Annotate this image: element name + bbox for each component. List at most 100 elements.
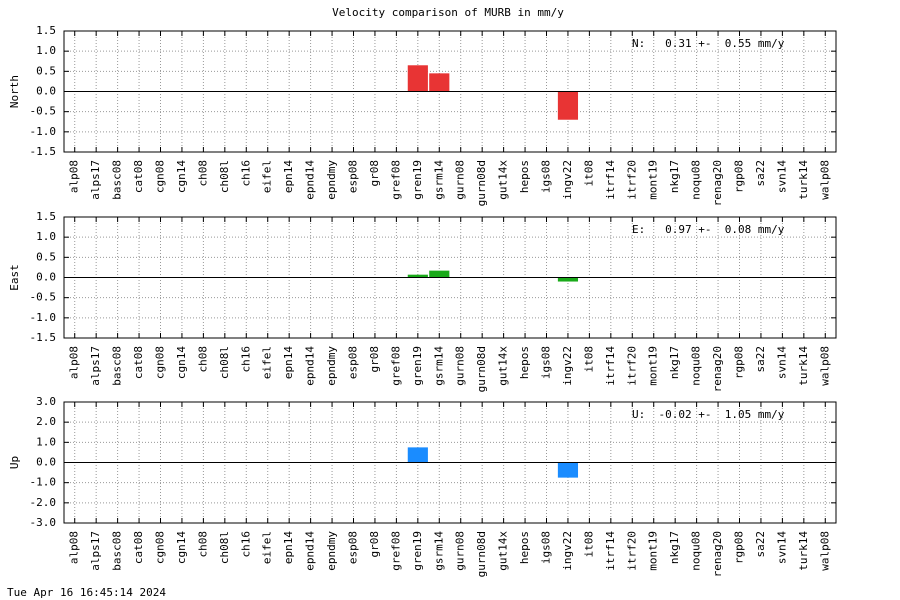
x-tick-label: gurn08d — [475, 531, 488, 577]
x-tick-label: igs08 — [540, 346, 553, 379]
x-tick-label: alps17 — [89, 346, 102, 386]
x-tick-label: esp08 — [347, 531, 360, 564]
x-tick-label: epndmy — [325, 346, 338, 386]
x-tick-label: noqu08 — [690, 160, 703, 200]
x-tick-label: gr08 — [368, 531, 381, 558]
x-tick-label: itrf20 — [625, 160, 638, 200]
x-tick-label: ch08l — [218, 531, 231, 564]
x-tick-label: cgn14 — [175, 531, 188, 564]
x-tick-label: turk14 — [797, 531, 810, 571]
x-tick-label: epndmy — [325, 160, 338, 200]
y-tick-label: -1.0 — [30, 125, 57, 138]
x-tick-label: epndmy — [325, 531, 338, 571]
plot-frame — [63, 401, 837, 524]
x-tick-label: cat08 — [132, 160, 145, 193]
x-tick-label: ch16 — [239, 531, 252, 558]
x-tick-label: gsrm14 — [432, 531, 445, 571]
x-tick-label: itrf20 — [625, 346, 638, 386]
x-tick-label: gurn08d — [475, 346, 488, 392]
y-tick-label: -0.5 — [30, 291, 57, 304]
x-tick-label: epn14 — [282, 346, 295, 379]
annotation: N: 0.31 +- 0.55 mm/y — [632, 37, 785, 50]
x-tick-label: eifel — [261, 531, 274, 564]
x-tick-label: turk14 — [797, 346, 810, 386]
chart-title: Velocity comparison of MURB in mm/y — [332, 6, 564, 19]
y-tick-label: 1.5 — [36, 210, 56, 223]
x-tick-label: gut14x — [497, 160, 510, 200]
x-tick-label: ingv22 — [561, 346, 574, 386]
y-tick-label: -3.0 — [30, 516, 57, 529]
y-axis-label: North — [8, 75, 21, 108]
timestamp: Tue Apr 16 16:45:14 2024 — [7, 586, 166, 599]
x-tick-label: mont19 — [647, 531, 660, 571]
x-tick-label: ch08 — [196, 346, 209, 373]
x-tick-label: eifel — [261, 160, 274, 193]
x-tick-label: basc08 — [111, 346, 124, 386]
x-tick-label: gr08 — [368, 160, 381, 187]
x-tick-label: basc08 — [111, 531, 124, 571]
x-tick-label: itrf14 — [604, 531, 617, 571]
x-tick-label: itrf14 — [604, 346, 617, 386]
bar — [429, 270, 450, 278]
bar — [557, 91, 579, 120]
x-tick-label: cgn08 — [154, 346, 167, 379]
x-tick-label: sa22 — [754, 531, 767, 558]
x-tick-label: sa22 — [754, 346, 767, 373]
y-tick-label: 3.0 — [36, 395, 56, 408]
y-axis-label: East — [8, 264, 21, 291]
x-tick-label: cat08 — [132, 531, 145, 564]
y-tick-label: -1.5 — [30, 331, 57, 344]
x-tick-label: walp08 — [818, 531, 831, 571]
x-tick-label: gut14x — [497, 346, 510, 386]
x-tick-label: noqu08 — [690, 346, 703, 386]
x-tick-label: ch16 — [239, 160, 252, 187]
annotation: E: 0.97 +- 0.08 mm/y — [632, 223, 785, 236]
x-tick-label: gsrm14 — [432, 346, 445, 386]
x-tick-label: hepos — [518, 160, 531, 193]
y-tick-label: 0.0 — [36, 456, 56, 469]
x-tick-label: ch08 — [196, 531, 209, 558]
bar — [429, 73, 450, 92]
x-tick-label: walp08 — [818, 160, 831, 200]
x-tick-label: itrf14 — [604, 160, 617, 200]
x-tick-label: gref08 — [389, 346, 402, 386]
x-tick-label: cgn08 — [154, 160, 167, 193]
x-tick-label: hepos — [518, 346, 531, 379]
y-tick-label: -2.0 — [30, 496, 57, 509]
x-tick-label: igs08 — [540, 160, 553, 193]
annotation: U: -0.02 +- 1.05 mm/y — [632, 408, 785, 421]
y-tick-label: -1.0 — [30, 476, 57, 489]
x-tick-label: gut14x — [497, 531, 510, 571]
x-tick-label: cat08 — [132, 346, 145, 379]
x-tick-label: rgp08 — [733, 346, 746, 379]
x-tick-label: gurn08d — [475, 160, 488, 206]
x-tick-label: epn14 — [282, 160, 295, 193]
x-tick-label: gref08 — [389, 160, 402, 200]
y-tick-label: -1.5 — [30, 145, 57, 158]
x-tick-label: alp08 — [68, 531, 81, 564]
x-tick-label: cgn14 — [175, 346, 188, 379]
x-tick-label: svn14 — [775, 346, 788, 379]
x-tick-label: ch08l — [218, 346, 231, 379]
x-tick-label: mont19 — [647, 160, 660, 200]
x-tick-label: gren19 — [411, 531, 424, 571]
x-tick-label: basc08 — [111, 160, 124, 200]
x-tick-label: esp08 — [347, 346, 360, 379]
x-tick-label: rgp08 — [733, 531, 746, 564]
x-tick-label: epnd14 — [304, 531, 317, 571]
y-tick-label: 0.5 — [36, 250, 56, 263]
x-tick-label: it08 — [582, 160, 595, 187]
x-tick-label: epnd14 — [304, 346, 317, 386]
x-tick-label: gren19 — [411, 160, 424, 200]
x-tick-label: nkg17 — [668, 531, 681, 564]
x-tick-label: it08 — [582, 531, 595, 558]
x-tick-label: turk14 — [797, 160, 810, 200]
x-tick-label: cgn08 — [154, 531, 167, 564]
bar — [407, 274, 428, 278]
x-tick-label: esp08 — [347, 160, 360, 193]
x-tick-label: hepos — [518, 531, 531, 564]
x-tick-label: nkg17 — [668, 346, 681, 379]
x-tick-label: ch16 — [239, 346, 252, 373]
x-tick-label: nkg17 — [668, 160, 681, 193]
x-tick-label: renag20 — [711, 346, 724, 392]
